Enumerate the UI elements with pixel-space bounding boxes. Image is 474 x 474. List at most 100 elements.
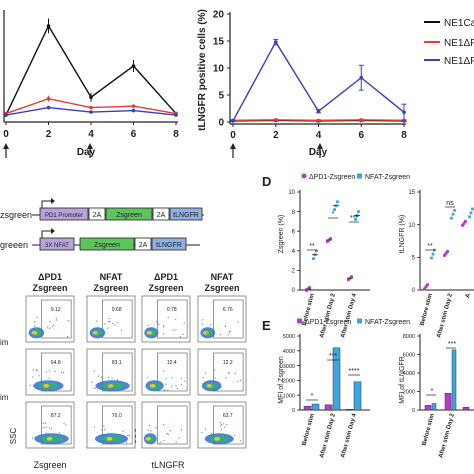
sig-label: * [431, 388, 434, 395]
flow-dot [228, 372, 230, 374]
flow-dot [166, 433, 168, 435]
flow-dot [228, 331, 231, 333]
flow-dot [42, 422, 44, 424]
x-tick-labels: 0 2 4 6 8 [230, 124, 407, 141]
flow-dot [34, 321, 36, 323]
flow-gate [157, 405, 188, 445]
flow-gate-value: 12.4 [167, 360, 177, 366]
flow-gate-value: 0.78 [167, 307, 177, 313]
flow-dot [165, 383, 167, 385]
flow-dot [101, 429, 103, 431]
point-pd1 [349, 275, 354, 279]
bar-nfat [451, 349, 457, 411]
flow-dot [160, 441, 162, 443]
tlngfr-label-1: tLNGFR [173, 212, 199, 219]
flow-dot [31, 376, 34, 378]
bar-pd1 [303, 406, 312, 411]
flow-dot [170, 386, 173, 388]
point-nfat [431, 252, 435, 256]
pd1-promoter-box [39, 207, 89, 221]
flow-xlabel-zsgreen: Zsgreen [33, 460, 66, 470]
flow-dot [182, 333, 184, 336]
point-nfat [312, 257, 315, 261]
x-axis-label: Day [309, 147, 328, 158]
e1-significance: ******** [306, 353, 360, 401]
flow-population-hotspot [31, 330, 38, 335]
flow-dot [202, 377, 205, 379]
flow-dot [105, 441, 107, 443]
flow-dot [167, 433, 169, 436]
data-point [46, 24, 51, 28]
data-point [273, 40, 278, 44]
promoter-arrowhead-1 [51, 198, 55, 204]
flow-header-1a: ΔPD1 [38, 272, 62, 282]
e2-significance: **** [426, 341, 456, 396]
series-lines [4, 18, 178, 117]
flow-dot [111, 387, 114, 390]
flow-dot [103, 388, 106, 390]
y-tick-label: 1000 [283, 393, 295, 399]
flow-dot [101, 376, 103, 378]
data-point [131, 104, 136, 108]
d1-points [304, 200, 360, 293]
flow-dot [167, 389, 169, 391]
flow-dot [147, 324, 149, 326]
flow-dot [50, 427, 53, 430]
flow-dot [210, 384, 212, 386]
sig-label: **** [349, 368, 360, 375]
flow-dot [38, 375, 40, 377]
data-point [231, 119, 235, 123]
flow-population-hotspot [145, 436, 152, 441]
day-arrow-0 [230, 143, 236, 158]
y-tick-label: 5 [218, 91, 224, 102]
flow-dot [93, 387, 95, 389]
y-tick-label: 20 [213, 10, 225, 21]
flow-dot [45, 371, 47, 373]
data-point [402, 110, 406, 115]
flow-dot [38, 435, 40, 437]
y-tick-label: 2000 [283, 379, 295, 385]
x-tick-label: 6 [131, 129, 137, 140]
flow-row-label-2: im [0, 393, 9, 402]
bar-nfat [431, 403, 437, 411]
flow-header-2b: Zsgreen [93, 283, 128, 293]
nfat-box [39, 237, 75, 251]
data-point [131, 108, 136, 113]
sig-label: * [332, 211, 335, 218]
flow-dot [49, 320, 51, 323]
point-pd1 [463, 219, 468, 223]
data-point [273, 118, 278, 122]
flow-dot [113, 442, 116, 444]
x-category-label: After stim Day 2 [319, 412, 337, 458]
flow-dot [163, 370, 165, 372]
panel-d: D ΔPD1-Zsgreen NFAT-Zsgreen Zsgreen (%) … [262, 173, 474, 339]
y-tick-label: 4 [292, 249, 296, 255]
flow-gate [213, 352, 244, 392]
flow-dot [40, 332, 42, 334]
flow-dot [180, 384, 182, 386]
flow-dot [202, 319, 204, 321]
flow-dot [54, 370, 56, 373]
flow-dot [101, 434, 103, 436]
panel-e-legend-1: ΔPD1-Zsgreen [305, 319, 351, 326]
flow-gate-value: 87.2 [51, 413, 61, 419]
data-point [89, 105, 93, 110]
flow-dot [210, 324, 212, 326]
flow-dot [47, 326, 49, 328]
day-arrow-4 [87, 143, 93, 158]
legend-square-nfat [357, 173, 362, 179]
flow-dot [163, 325, 165, 327]
flow-dot [212, 335, 214, 338]
flow-dot [219, 422, 221, 424]
y-axis-label: tLNGFR positive cells (%) [197, 9, 208, 131]
flow-dot [103, 429, 105, 431]
flow-dot [91, 381, 93, 383]
x-tick-labels: 0 2 4 6 8 [3, 122, 179, 140]
flow-dot [175, 441, 177, 443]
flow-dot [234, 372, 236, 374]
flow-plots: 9.12 9.68 0.78 6.76 64.8 83.1 12.4 12.2 87.2 79.0… [25, 295, 247, 449]
tlngfr-box-1 [169, 207, 203, 221]
y-tick-label: 5 [412, 256, 416, 262]
series-lines [230, 38, 407, 123]
